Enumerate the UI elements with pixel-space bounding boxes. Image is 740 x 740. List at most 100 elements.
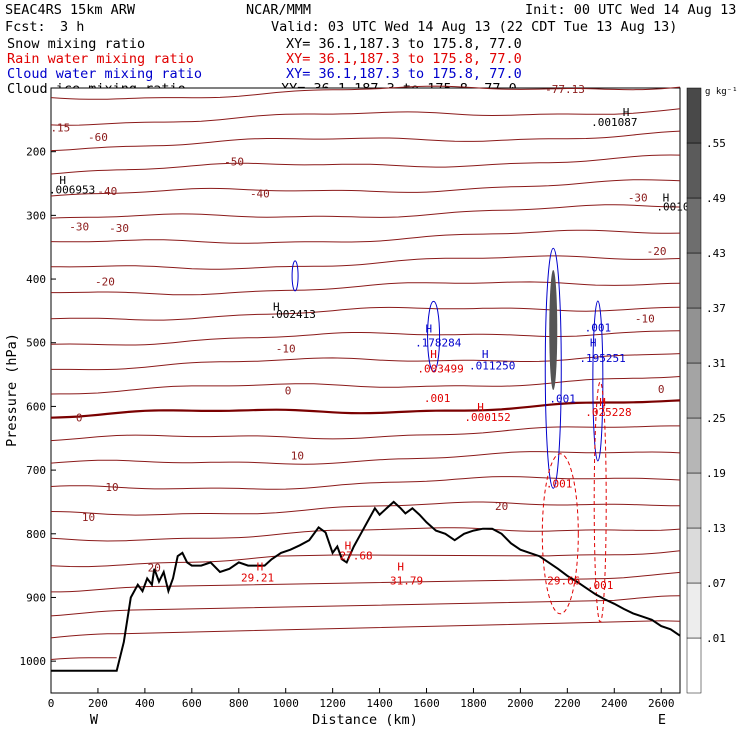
isotherm-label: -60: [88, 131, 108, 144]
isotherm-line: [50, 154, 681, 175]
isotherm-line: [50, 425, 680, 442]
isotherm-line: [50, 306, 681, 321]
y-tick-label: 1000: [20, 655, 47, 668]
colorbar-cell: [686, 87, 702, 144]
extremum-label: .001087: [591, 116, 637, 129]
isotherm-label: -20: [95, 275, 115, 288]
model-title: SEAC4RS 15km ARW: [5, 2, 136, 18]
extremum-label: 27.68: [340, 549, 373, 562]
colorbar-label: .31: [706, 357, 726, 370]
field-xy-rain: XY= 36.1,187.3 to 175.8, 77.0: [286, 51, 522, 67]
cloud-water-contour: [427, 300, 441, 372]
x-tick-label: 200: [88, 697, 108, 710]
direction-east: E: [658, 712, 666, 728]
extremum-label: 31.79: [390, 575, 423, 588]
isotherm-label: 0: [658, 383, 665, 396]
isotherm-line: [50, 108, 681, 126]
isotherm-label: -40: [97, 185, 117, 198]
isotherm-line: [50, 179, 681, 197]
x-tick-label: 1400: [366, 697, 393, 710]
colorbar-label: .55: [706, 137, 726, 150]
extremum-label: .0010: [656, 200, 689, 213]
isotherm-line: [50, 255, 681, 270]
colorbar-label: .49: [706, 192, 726, 205]
x-tick-label: 400: [135, 697, 155, 710]
x-tick-label: 2400: [601, 697, 628, 710]
y-tick-label: 900: [26, 591, 46, 604]
extremum-label: H: [430, 348, 437, 361]
colorbar-label: .01: [706, 632, 726, 645]
field-name-snow: Snow mixing ratio: [7, 36, 145, 52]
field-name-rain: Rain water mixing ratio: [7, 51, 194, 67]
colorbar-label: .13: [706, 522, 726, 535]
extremum-label: H: [426, 323, 433, 336]
y-tick-label: 500: [26, 337, 46, 350]
colorbar-unit: g kg⁻¹: [705, 87, 738, 97]
colorbar-cell: [686, 417, 702, 474]
extremum-label: H: [273, 300, 280, 313]
x-axis-title: Distance (km): [312, 712, 418, 728]
isotherm-label: -50: [224, 156, 244, 169]
isotherm-line: [50, 130, 681, 152]
isotherm-label: -30: [109, 222, 129, 235]
isotherm-line: [50, 204, 681, 219]
rain-water-contour: [593, 381, 607, 623]
colorbar: .01 .07 .13 .19 .25 .31 .37 .43 .49 .55: [686, 87, 726, 694]
isotherm-label: -20: [647, 245, 667, 258]
extremum-label: .178284: [415, 337, 462, 350]
y-axis: 200 300 400 500 600 700 800 900 1000: [20, 146, 56, 668]
extremum-label: .011250: [469, 359, 515, 372]
org-title: NCAR/MMM: [246, 2, 311, 18]
x-tick-label: 0: [48, 697, 55, 710]
y-axis-title: Pressure (hPa): [4, 333, 20, 447]
colorbar-cell: [686, 527, 702, 584]
extremum-label: H: [663, 191, 670, 204]
contour-labels: -77.13 -60 -50 -40 -40 -30 -30 -30 -20 -20 -10 -10 0…: [49, 83, 690, 592]
isotherm-label: 10: [291, 449, 304, 462]
cloud-water-contour: [592, 300, 604, 462]
extremum-label: .001: [424, 392, 451, 405]
extremum-label: .003499: [417, 363, 463, 376]
isotherm-line: [50, 476, 681, 490]
isotherm-label: 10: [82, 511, 95, 524]
isotherm-label: -30: [628, 191, 648, 204]
extremum-label: .000152: [464, 411, 510, 424]
x-axis: 0 200 400 600 800 1000 1200 1400 1600 1800 2000 220…: [48, 688, 675, 710]
valid-time: Valid: 03 UTC Wed 14 Aug 13 (22 CDT Tue …: [271, 19, 677, 35]
x-tick-label: 2600: [648, 697, 675, 710]
colorbar-cell: [686, 472, 702, 529]
y-tick-label: 400: [26, 273, 46, 286]
isotherm-line: [50, 330, 681, 346]
isotherm-label: 0: [76, 412, 83, 425]
extremum-label: .001: [585, 321, 612, 334]
fcst-value: 3 h: [60, 19, 84, 35]
colorbar-label: .07: [706, 577, 726, 590]
colorbar-label: .19: [706, 467, 726, 480]
colorbar-cell: [686, 307, 702, 364]
colorbar-cell: [686, 142, 702, 199]
isotherm-line: [50, 399, 681, 419]
isotherm-label: 10: [105, 481, 118, 494]
extremum-label: .025228: [585, 406, 631, 419]
isotherm-label: -40: [250, 188, 270, 201]
extremum-label: H: [599, 396, 606, 409]
extremum-label: 29.21: [241, 572, 274, 585]
x-tick-label: 2000: [507, 697, 534, 710]
x-tick-label: 1200: [319, 697, 346, 710]
extremum-label: H: [345, 540, 352, 553]
extremum-label: H: [257, 561, 264, 574]
isotherm-line: [50, 550, 681, 568]
isotherm-label: 0: [285, 384, 292, 397]
max-cloud-core: [549, 270, 558, 390]
isotherm-line: [50, 451, 681, 465]
colorbar-cell: [686, 582, 702, 639]
x-tick-label: 600: [182, 697, 202, 710]
rain-water-contour: [541, 453, 579, 615]
isotherm-line: [50, 376, 681, 395]
isotherm-line: [50, 85, 681, 100]
isotherm-label: -77.13: [545, 83, 585, 96]
isotherm-line: [50, 229, 681, 244]
x-tick-label: 1000: [272, 697, 299, 710]
extremum-label: H: [59, 174, 66, 187]
